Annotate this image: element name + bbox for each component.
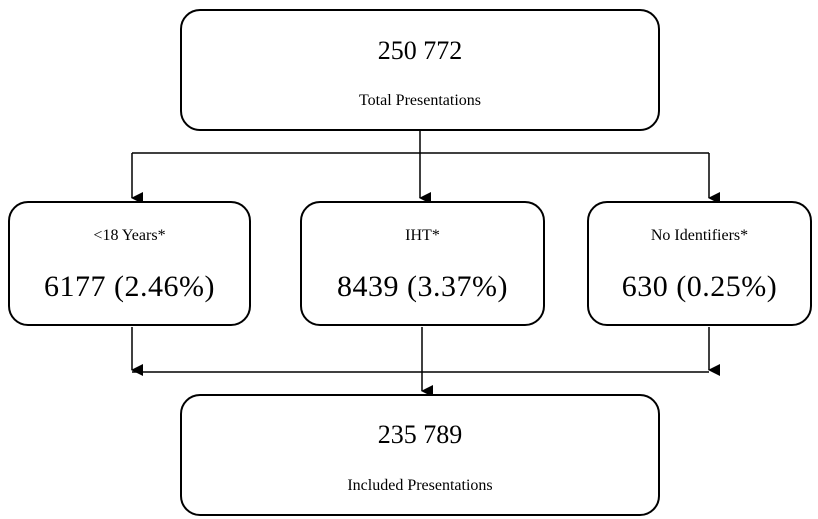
exclusion-value-no-identifiers: 630 (0.25%) <box>621 270 778 303</box>
exclusion-label-no-identifiers: No Identifiers* <box>650 227 749 244</box>
exclusion-box-iht: IHT* 8439 (3.37%) <box>300 201 545 326</box>
total-presentations-label: Total Presentations <box>359 92 481 109</box>
exclusion-value-under18: 6177 (2.46%) <box>44 270 215 303</box>
total-presentations-value: 250 772 <box>377 36 463 65</box>
total-presentations-box: 250 772 Total Presentations <box>180 9 660 131</box>
exclusion-label-under18: <18 Years* <box>93 227 166 244</box>
included-presentations-label: Included Presentations <box>347 477 493 494</box>
exclusion-value-iht: 8439 (3.37%) <box>337 270 508 303</box>
exclusion-box-no-identifiers: No Identifiers* 630 (0.25%) <box>587 201 812 326</box>
included-presentations-box: 235 789 Included Presentations <box>180 394 660 516</box>
exclusion-box-under18: <18 Years* 6177 (2.46%) <box>8 201 251 326</box>
included-presentations-value: 235 789 <box>377 420 463 449</box>
exclusion-label-iht: IHT* <box>405 227 440 244</box>
